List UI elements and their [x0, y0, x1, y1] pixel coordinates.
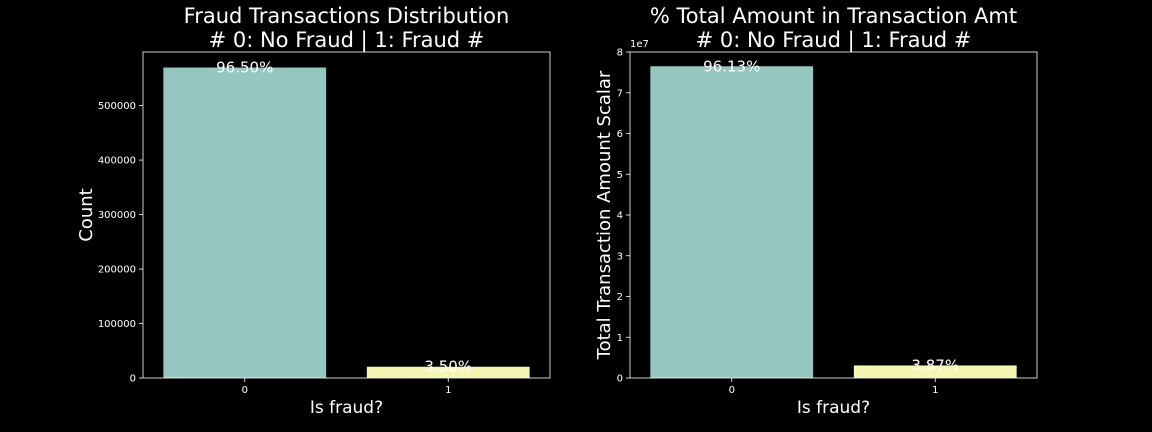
y-offset-label: 1e7	[630, 39, 649, 50]
x-tick-label: 0	[729, 385, 735, 396]
bar-1	[853, 365, 1017, 378]
data-label-1: 3.50%	[424, 358, 472, 376]
chart-title-line-1: Fraud Transactions Distribution	[184, 4, 510, 28]
y-tick-label: 0	[130, 374, 136, 385]
data-label-1: 3.87%	[911, 356, 959, 374]
y-axis-label: Total Transaction Amount Scalar	[594, 70, 615, 360]
chart-1: 96.50% 0 3.50% 1 0 100000 200000 300000 400000 50…	[76, 4, 551, 418]
x-tick-label: 0	[242, 385, 248, 396]
y-tick-label: 4	[617, 211, 623, 222]
chart-title-line-1: % Total Amount in Transaction Amt	[650, 4, 1017, 28]
x-tick-label: 1	[445, 385, 451, 396]
y-tick-label: 400000	[98, 156, 136, 167]
y-tick-label: 8	[617, 48, 623, 59]
y-tick-label: 1	[617, 333, 623, 344]
chart-title-line-2: # 0: No Fraud | 1: Fraud #	[696, 28, 972, 53]
y-tick-label: 6	[617, 129, 623, 140]
axes-frame	[629, 51, 1038, 379]
y-tick-label: 7	[617, 88, 623, 99]
y-tick-label: 500000	[98, 101, 136, 112]
x-tick-label: 1	[932, 385, 938, 396]
y-tick-label: 0	[617, 374, 623, 385]
y-axis-label: Count	[76, 188, 97, 241]
chart-2: 96.13% 0 3.87% 1 0 1 2 3 4 5 6 7 8 1e7% Total Amount …	[594, 4, 1038, 418]
charts-layer: 96.50%03.50%1010000020000030000040000050…	[76, 4, 1038, 418]
axes-frame	[142, 51, 551, 379]
data-label-0: 96.50%	[216, 59, 273, 77]
bar-1	[366, 366, 530, 378]
data-label-0: 96.13%	[703, 57, 760, 75]
x-axis-label: Is fraud?	[310, 398, 383, 418]
y-tick-label: 100000	[98, 319, 136, 330]
y-tick-label: 5	[617, 170, 623, 181]
y-tick-label: 300000	[98, 210, 136, 221]
bar-0	[650, 66, 814, 378]
y-tick-label: 2	[617, 292, 623, 303]
y-tick-label: 3	[617, 251, 623, 262]
chart-title-line-2: # 0: No Fraud | 1: Fraud #	[209, 28, 485, 53]
y-tick-label: 200000	[98, 265, 136, 276]
bar-0	[163, 67, 327, 378]
x-axis-label: Is fraud?	[797, 398, 870, 418]
